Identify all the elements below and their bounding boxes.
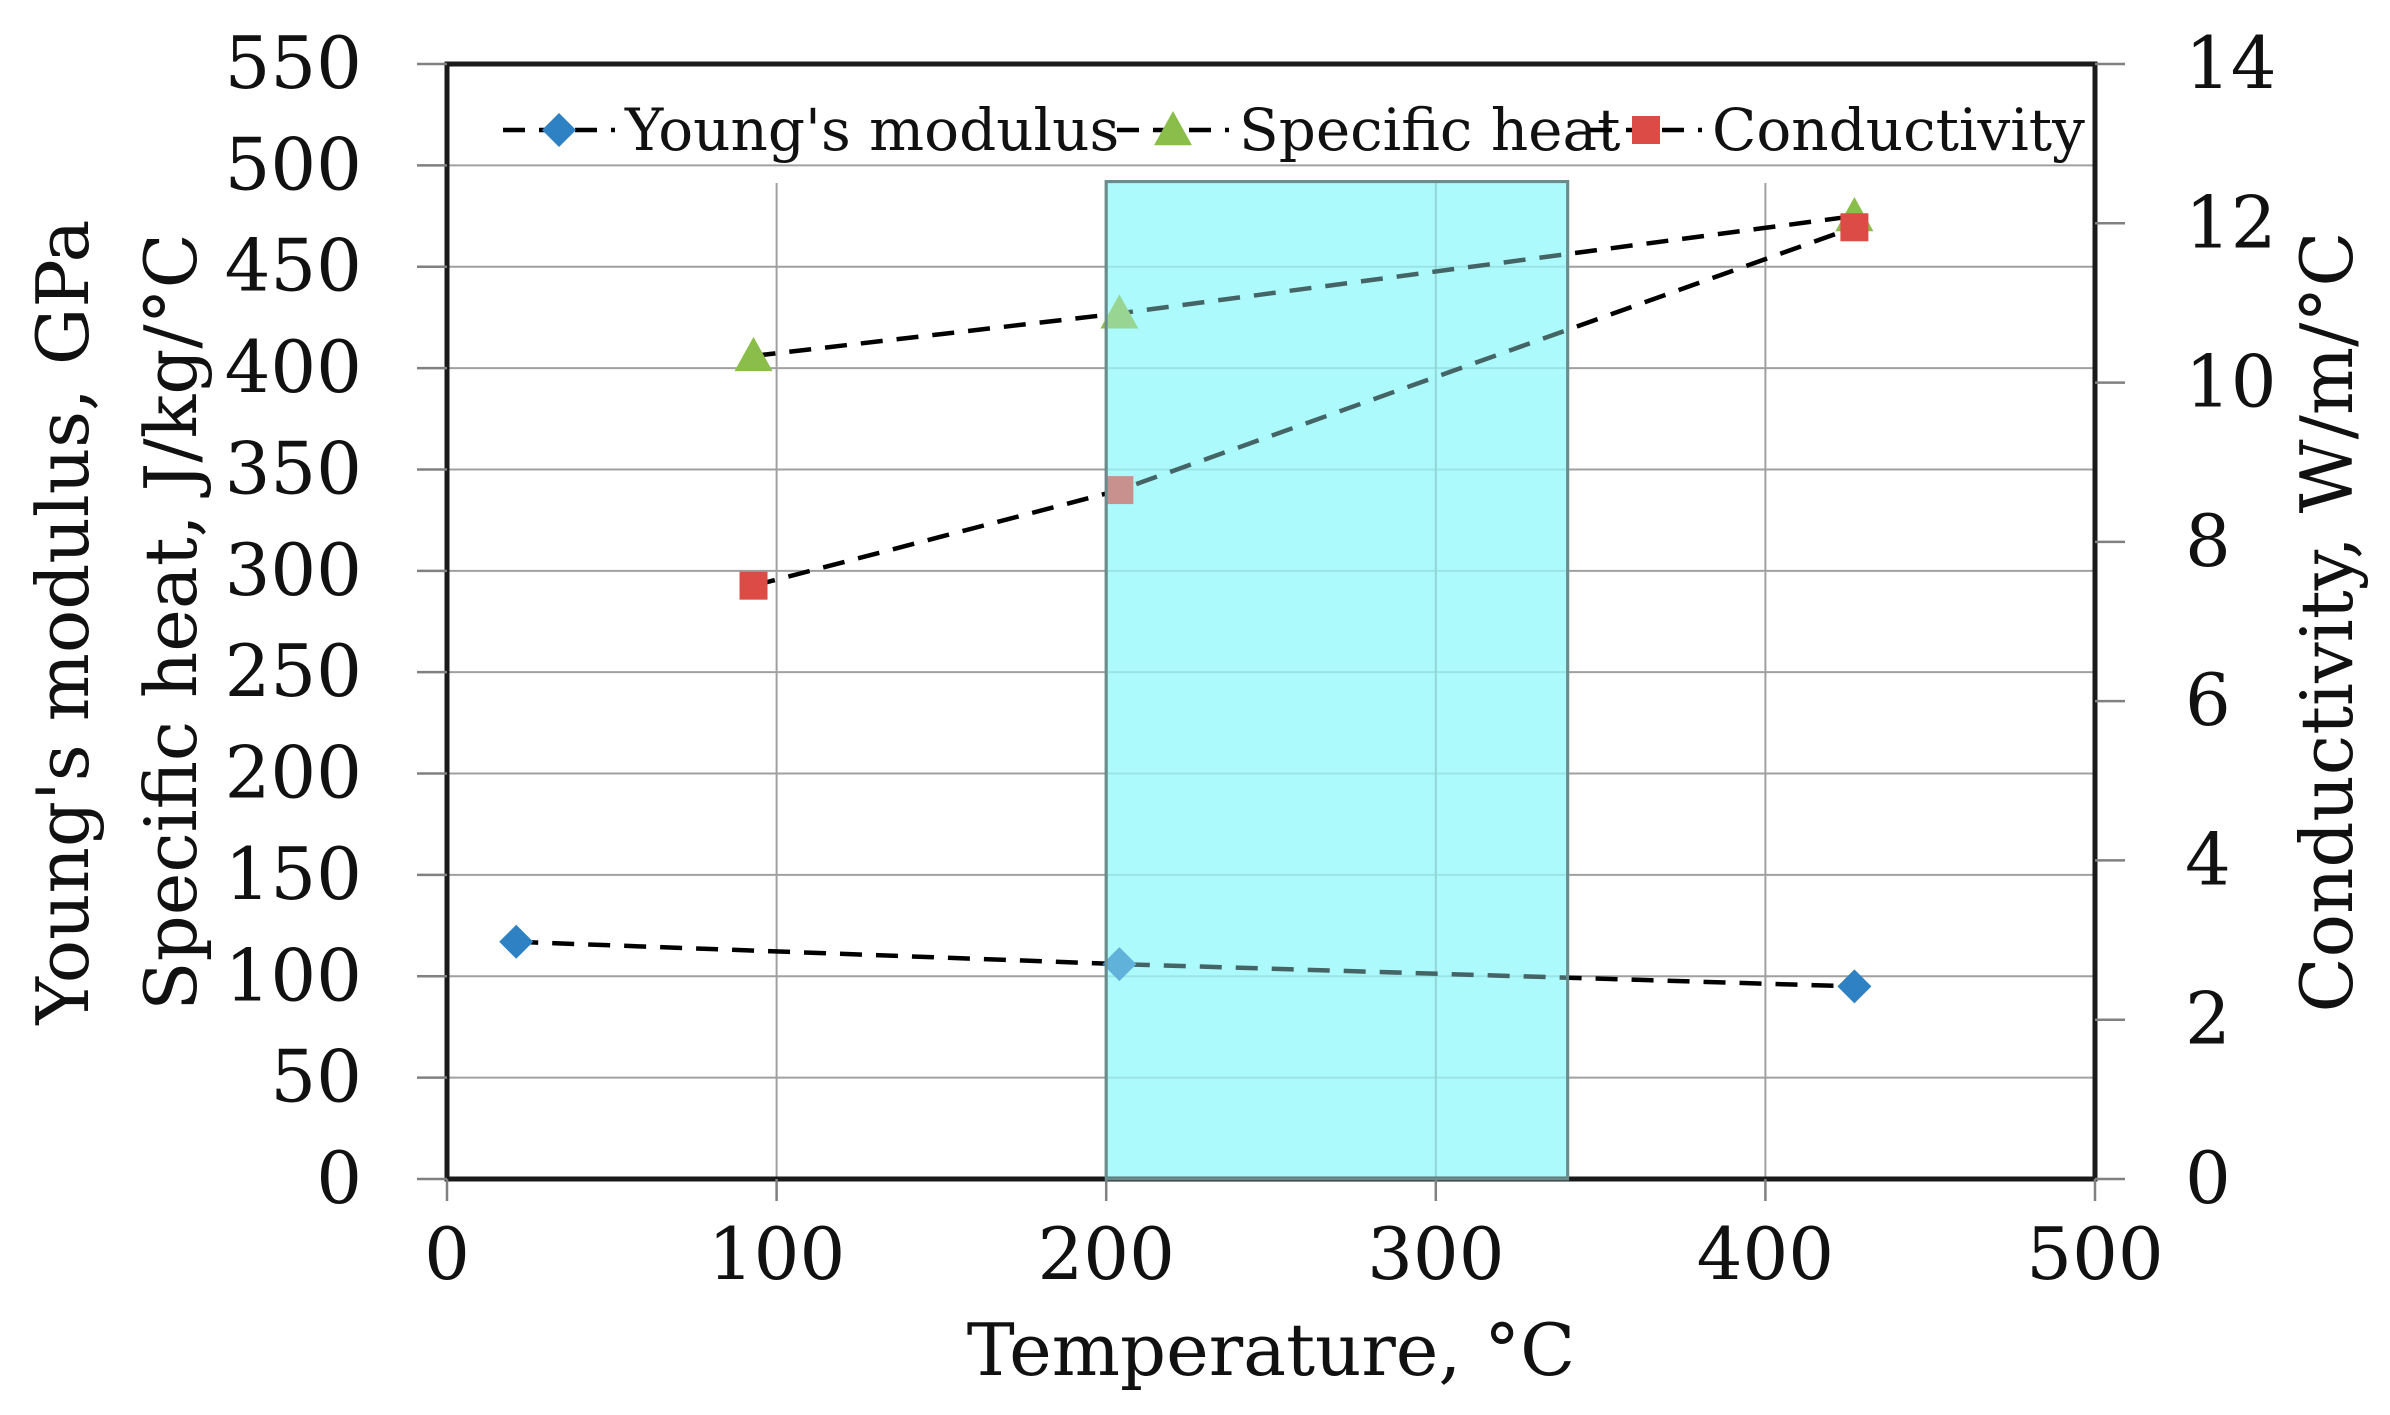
legend-item: Specific heat: [1117, 96, 1620, 164]
y-right-tick-label: 4: [2185, 817, 2231, 901]
x-tick-label: 300: [1367, 1212, 1504, 1296]
y-left-tick-label: 450: [225, 224, 362, 308]
legend-item: Conductivity: [1590, 96, 2085, 164]
highlight-border: [1104, 180, 1570, 1181]
y-right-axis-title: Conductivity, W/m/°C: [2285, 232, 2369, 1013]
y-left-axis-title-1: Young's modulus, GPa: [21, 220, 105, 1026]
legend-marker-triangle: [1154, 111, 1192, 146]
legend-marker-diamond: [542, 113, 576, 147]
legend-label: Conductivity: [1712, 96, 2085, 164]
data-point-triangle: [1100, 294, 1139, 329]
y-right-tick-label: 2: [2185, 977, 2231, 1061]
series-line-0: [516, 939, 1855, 989]
y-left-tick-labels: 0 50 100 150 200 250 300 350 400 450 500 550: [225, 21, 362, 1220]
data-point-diamond: [1102, 947, 1137, 982]
data-point-square: [1840, 213, 1869, 242]
data-point-diamond: [499, 924, 534, 959]
x-tick-label: 200: [1037, 1212, 1174, 1296]
y-right-tick-labels: 0 2 4 6 8 10 12 14: [2185, 21, 2277, 1220]
y-left-tick-label: 400: [225, 325, 362, 409]
data-point-square: [1105, 476, 1134, 505]
legend-label: Specific heat: [1239, 96, 1620, 164]
y-left-tick-label: 50: [270, 1035, 362, 1119]
y-right-tick-label: 6: [2185, 658, 2231, 742]
x-tick-label: 0: [424, 1212, 470, 1296]
legend-marker-square: [1632, 116, 1660, 144]
y-left-tick-label: 200: [225, 731, 362, 815]
legend-item: Young's modulus: [503, 96, 1119, 164]
y-right-tick-label: 0: [2185, 1136, 2231, 1220]
x-tick-labels: 0 100 200 300 400 500: [424, 1212, 2164, 1296]
y-left-tick-label: 0: [316, 1136, 362, 1220]
y-left-tick-label: 350: [225, 426, 362, 510]
y-right-tick-label: 12: [2185, 180, 2277, 264]
y-left-tick-label: 300: [225, 528, 362, 612]
x-tick-label: 100: [708, 1212, 845, 1296]
axis-ticks: [417, 62, 2125, 1201]
legend: Young's modulus Specific heat Conductivity: [503, 96, 2085, 164]
highlight-tint: [1106, 181, 1568, 1180]
y-left-tick-label: 250: [225, 629, 362, 713]
y-right-tick-label: 8: [2185, 499, 2231, 583]
legend-label: Young's modulus: [624, 96, 1119, 164]
data-point-triangle: [734, 336, 773, 372]
y-left-tick-label: 550: [225, 21, 362, 105]
highlight-tint-overlay: [1104, 180, 1570, 1181]
x-axis-title: Temperature, °C: [967, 1308, 1576, 1392]
y-right-tick-label: 14: [2185, 21, 2277, 105]
y-left-tick-label: 150: [225, 832, 362, 916]
y-right-tick-label: 10: [2185, 340, 2277, 424]
y-left-tick-label: 500: [225, 122, 362, 206]
series: [499, 197, 1874, 1004]
x-tick-label: 400: [1697, 1212, 1834, 1296]
data-point-square: [739, 571, 768, 600]
x-tick-label: 500: [2026, 1212, 2163, 1296]
data-point-diamond: [1837, 969, 1872, 1004]
highlight-region: [1104, 180, 1570, 1181]
y-left-tick-label: 100: [225, 933, 362, 1017]
y-left-axis-title-2: Specific heat, J/kg/°C: [129, 233, 213, 1010]
